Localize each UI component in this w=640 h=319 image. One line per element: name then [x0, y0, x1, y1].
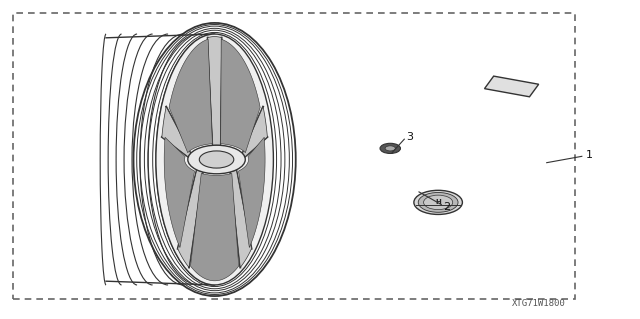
Circle shape [188, 145, 245, 174]
Polygon shape [239, 137, 265, 248]
Polygon shape [191, 174, 239, 281]
Polygon shape [178, 170, 203, 267]
Circle shape [419, 192, 458, 212]
Text: 3: 3 [406, 132, 413, 142]
Text: H: H [435, 199, 441, 205]
Polygon shape [221, 39, 260, 153]
Polygon shape [162, 107, 191, 157]
Circle shape [380, 143, 401, 153]
Circle shape [385, 146, 396, 151]
Polygon shape [164, 137, 195, 248]
Circle shape [414, 190, 463, 214]
Polygon shape [230, 170, 252, 267]
Text: 1: 1 [586, 150, 593, 160]
Text: XTG71W1800: XTG71W1800 [512, 299, 566, 308]
Text: 2: 2 [443, 202, 450, 212]
Circle shape [424, 195, 452, 210]
Polygon shape [169, 39, 212, 153]
Polygon shape [484, 76, 539, 97]
Circle shape [199, 151, 234, 168]
Polygon shape [207, 37, 221, 145]
Ellipse shape [156, 34, 273, 285]
Polygon shape [243, 107, 268, 157]
